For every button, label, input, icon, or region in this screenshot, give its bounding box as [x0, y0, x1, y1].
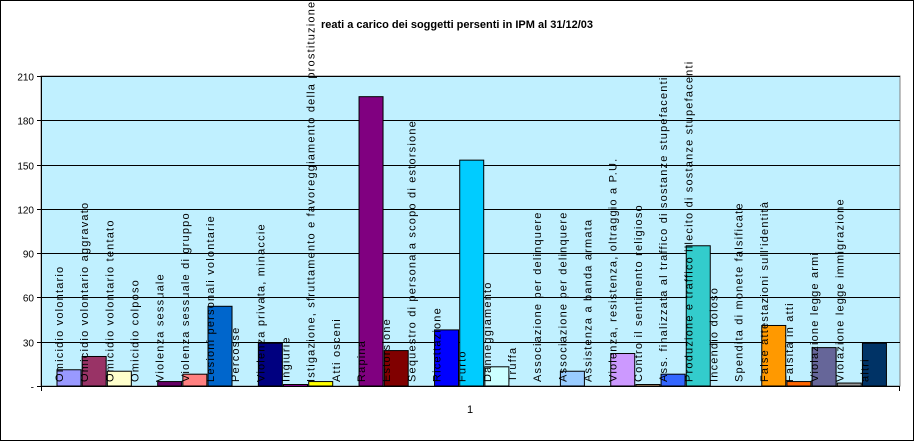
bar-label: Omicidio volontario: [54, 266, 66, 382]
bar: [836, 382, 862, 387]
bar: [383, 350, 409, 387]
bar-label: Istigazione, sfruttamento e favoreggiame…: [306, 1, 318, 382]
bar-label: Danneggiamento: [482, 281, 494, 382]
bar: [358, 96, 384, 387]
bar: [861, 342, 887, 387]
bar-label: Percosse: [230, 327, 242, 382]
bar-label: Associazione per delinquere: [532, 211, 544, 382]
bar-label: Violenza sessuale: [155, 273, 167, 382]
bar-label: Violenza, resistenza, oltraggio a P.U.: [608, 158, 620, 382]
bar: [283, 384, 309, 387]
bar-label: Lesioni personali volontarie: [205, 215, 217, 382]
bar-label: Sequestro di persona a scopo di estorsio…: [406, 120, 418, 382]
bar-label: Ass. finalizzata al traffico di sostanze…: [658, 76, 670, 382]
bar-label: altri: [859, 358, 871, 382]
bar-labels: Omicidio volontario Omicidio volontario a…: [54, 1, 871, 382]
bar: [761, 324, 787, 387]
y-tick-label: 90: [23, 250, 35, 261]
chart-title: reati a carico dei soggetti persenti in …: [321, 19, 593, 31]
bar-label: Violenza privata, minaccie: [255, 223, 267, 382]
y-tick-label: 30: [23, 339, 35, 350]
bar-label: Produzione e traffico illecito di sostan…: [683, 61, 695, 382]
bar-label: Violazione legge immigrazione: [834, 198, 846, 382]
bar-label: Estorsione: [381, 318, 393, 382]
bar: [610, 353, 636, 387]
y-tick-label: 60: [23, 294, 35, 305]
bar-label: Ingiurie: [281, 336, 293, 382]
bar-label: Assistenza a banda armata: [583, 219, 595, 382]
y-tick-label: 150: [17, 162, 34, 173]
x-tick-label: 1: [467, 404, 473, 416]
bar-label: Truffa: [507, 347, 519, 382]
bar-label: Omicidio colposo: [130, 279, 142, 382]
bar-label: Violazione legge armi: [809, 252, 821, 382]
bar-label: Rapina: [356, 340, 368, 382]
bar-label: Falsità in atti: [784, 302, 796, 382]
bar-label: Contro il sentimento religioso: [633, 204, 645, 382]
bar-label: Ricettazione: [432, 307, 444, 382]
bar-label: Associazione per delinquere: [557, 211, 569, 382]
y-tick-label: 120: [17, 206, 34, 217]
bar: [459, 159, 485, 387]
bar: [685, 245, 711, 387]
bar-label: Violenza sessuale di gruppo: [180, 212, 192, 382]
bar-label: Furto: [457, 350, 469, 382]
bar: [434, 329, 460, 387]
y-tick-label: 180: [17, 117, 34, 128]
bar-label: False attestazioni sull'identità: [759, 201, 771, 382]
bar-label: Omicidio volontario aggravato: [79, 202, 91, 382]
bar-label: Omicidio volontario tentato: [104, 219, 116, 382]
bar: [811, 347, 837, 387]
bar: [635, 384, 661, 387]
bar-label: Incendio doloso: [708, 287, 720, 382]
y-tick-label: 210: [17, 73, 34, 84]
bar-label: Spendita di monete falsificate: [734, 202, 746, 382]
y-tick-label: -: [31, 383, 34, 394]
axes: - 30 60 90 120 150 180 210: [17, 73, 900, 394]
bar-label: Atti osceni: [331, 318, 343, 382]
